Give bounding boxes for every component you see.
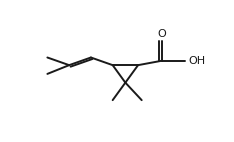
Text: O: O xyxy=(157,29,166,39)
Text: OH: OH xyxy=(188,56,205,66)
